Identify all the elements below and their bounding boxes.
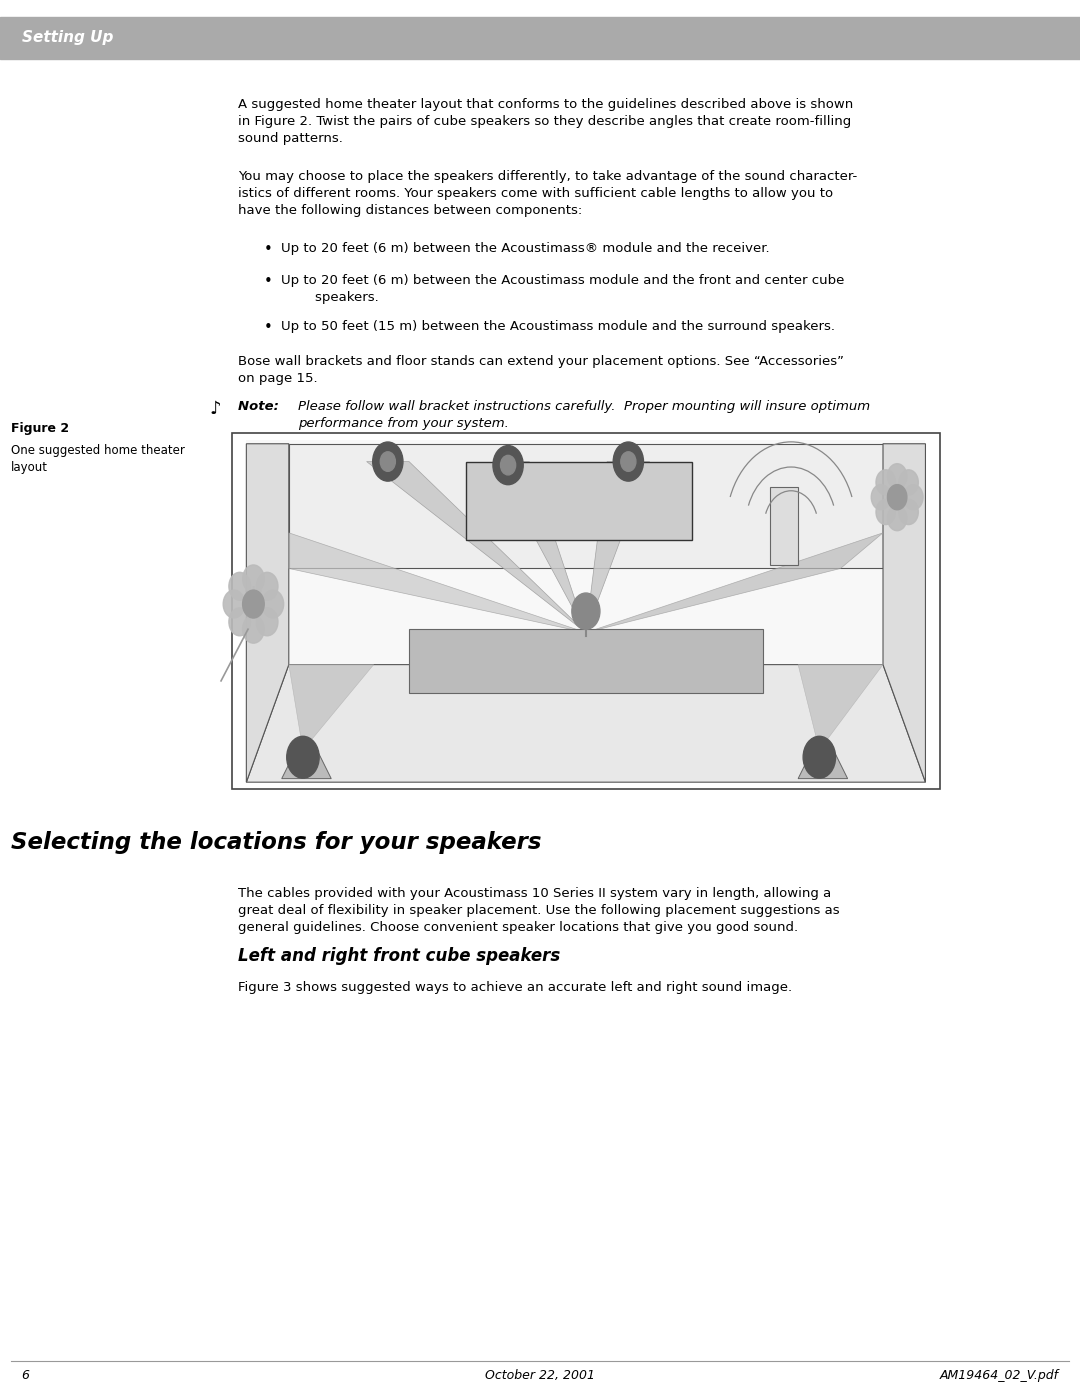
Polygon shape bbox=[798, 665, 883, 750]
Text: Figure 3 shows suggested ways to achieve an accurate left and right sound image.: Figure 3 shows suggested ways to achieve… bbox=[238, 981, 792, 993]
Circle shape bbox=[262, 590, 284, 617]
Polygon shape bbox=[883, 444, 926, 782]
Text: *: * bbox=[244, 585, 264, 623]
Circle shape bbox=[243, 590, 265, 617]
Text: Selecting the locations for your speakers: Selecting the locations for your speaker… bbox=[11, 831, 541, 854]
Text: Bose wall brackets and floor stands can extend your placement options. See “Acce: Bose wall brackets and floor stands can … bbox=[238, 355, 843, 384]
Circle shape bbox=[876, 469, 895, 495]
Circle shape bbox=[373, 441, 403, 481]
Polygon shape bbox=[409, 629, 762, 693]
Text: •: • bbox=[264, 274, 272, 289]
Circle shape bbox=[492, 446, 523, 485]
Polygon shape bbox=[465, 461, 692, 541]
Circle shape bbox=[804, 736, 836, 778]
Text: A suggested home theater layout that conforms to the guidelines described above : A suggested home theater layout that con… bbox=[238, 98, 853, 145]
Polygon shape bbox=[288, 665, 374, 750]
Polygon shape bbox=[282, 750, 332, 778]
Circle shape bbox=[256, 573, 278, 601]
Polygon shape bbox=[798, 750, 848, 778]
Circle shape bbox=[380, 451, 395, 471]
FancyBboxPatch shape bbox=[770, 486, 798, 564]
Circle shape bbox=[872, 485, 891, 510]
Circle shape bbox=[888, 506, 907, 531]
Text: October 22, 2001: October 22, 2001 bbox=[485, 1369, 595, 1382]
Circle shape bbox=[888, 485, 907, 510]
Text: Note:: Note: bbox=[238, 400, 283, 412]
Circle shape bbox=[256, 608, 278, 636]
Text: Up to 20 feet (6 m) between the Acoustimass® module and the receiver.: Up to 20 feet (6 m) between the Acoustim… bbox=[281, 242, 769, 254]
Polygon shape bbox=[288, 532, 585, 633]
Text: The cables provided with your Acoustimass 10 Series II system vary in length, al: The cables provided with your Acoustimas… bbox=[238, 887, 839, 935]
Text: Left and right front cube speakers: Left and right front cube speakers bbox=[238, 947, 559, 965]
Polygon shape bbox=[585, 461, 649, 633]
Circle shape bbox=[572, 594, 600, 629]
Circle shape bbox=[899, 500, 918, 525]
Circle shape bbox=[229, 573, 251, 601]
Polygon shape bbox=[366, 461, 585, 633]
Polygon shape bbox=[288, 444, 883, 569]
Circle shape bbox=[876, 500, 895, 525]
Polygon shape bbox=[494, 461, 585, 633]
Text: •: • bbox=[264, 242, 272, 257]
Bar bbox=[0, 17, 1080, 59]
Text: Please follow wall bracket instructions carefully.  Proper mounting will insure : Please follow wall bracket instructions … bbox=[298, 400, 870, 429]
Text: •: • bbox=[264, 320, 272, 335]
Circle shape bbox=[621, 451, 636, 471]
Circle shape bbox=[286, 736, 319, 778]
Polygon shape bbox=[585, 532, 883, 633]
Text: AM19464_02_V.pdf: AM19464_02_V.pdf bbox=[940, 1369, 1058, 1382]
Circle shape bbox=[904, 485, 923, 510]
Text: You may choose to place the speakers differently, to take advantage of the sound: You may choose to place the speakers dif… bbox=[238, 170, 856, 218]
Text: 6: 6 bbox=[22, 1369, 29, 1382]
Circle shape bbox=[243, 615, 265, 643]
Text: Up to 50 feet (15 m) between the Acoustimass module and the surround speakers.: Up to 50 feet (15 m) between the Acousti… bbox=[281, 320, 835, 332]
Text: Setting Up: Setting Up bbox=[22, 31, 113, 45]
Text: Up to 20 feet (6 m) between the Acoustimass module and the front and center cube: Up to 20 feet (6 m) between the Acoustim… bbox=[281, 274, 845, 303]
Polygon shape bbox=[246, 444, 288, 782]
FancyBboxPatch shape bbox=[232, 433, 940, 789]
Text: One suggested home theater
layout: One suggested home theater layout bbox=[11, 444, 185, 474]
Circle shape bbox=[224, 590, 245, 617]
Polygon shape bbox=[246, 665, 926, 782]
Text: ♪: ♪ bbox=[210, 400, 221, 418]
Circle shape bbox=[243, 564, 265, 592]
Circle shape bbox=[888, 464, 907, 489]
Polygon shape bbox=[246, 440, 926, 782]
Circle shape bbox=[500, 455, 515, 475]
Text: Figure 2: Figure 2 bbox=[11, 422, 69, 434]
Circle shape bbox=[899, 469, 918, 495]
Circle shape bbox=[613, 441, 644, 481]
Circle shape bbox=[229, 608, 251, 636]
